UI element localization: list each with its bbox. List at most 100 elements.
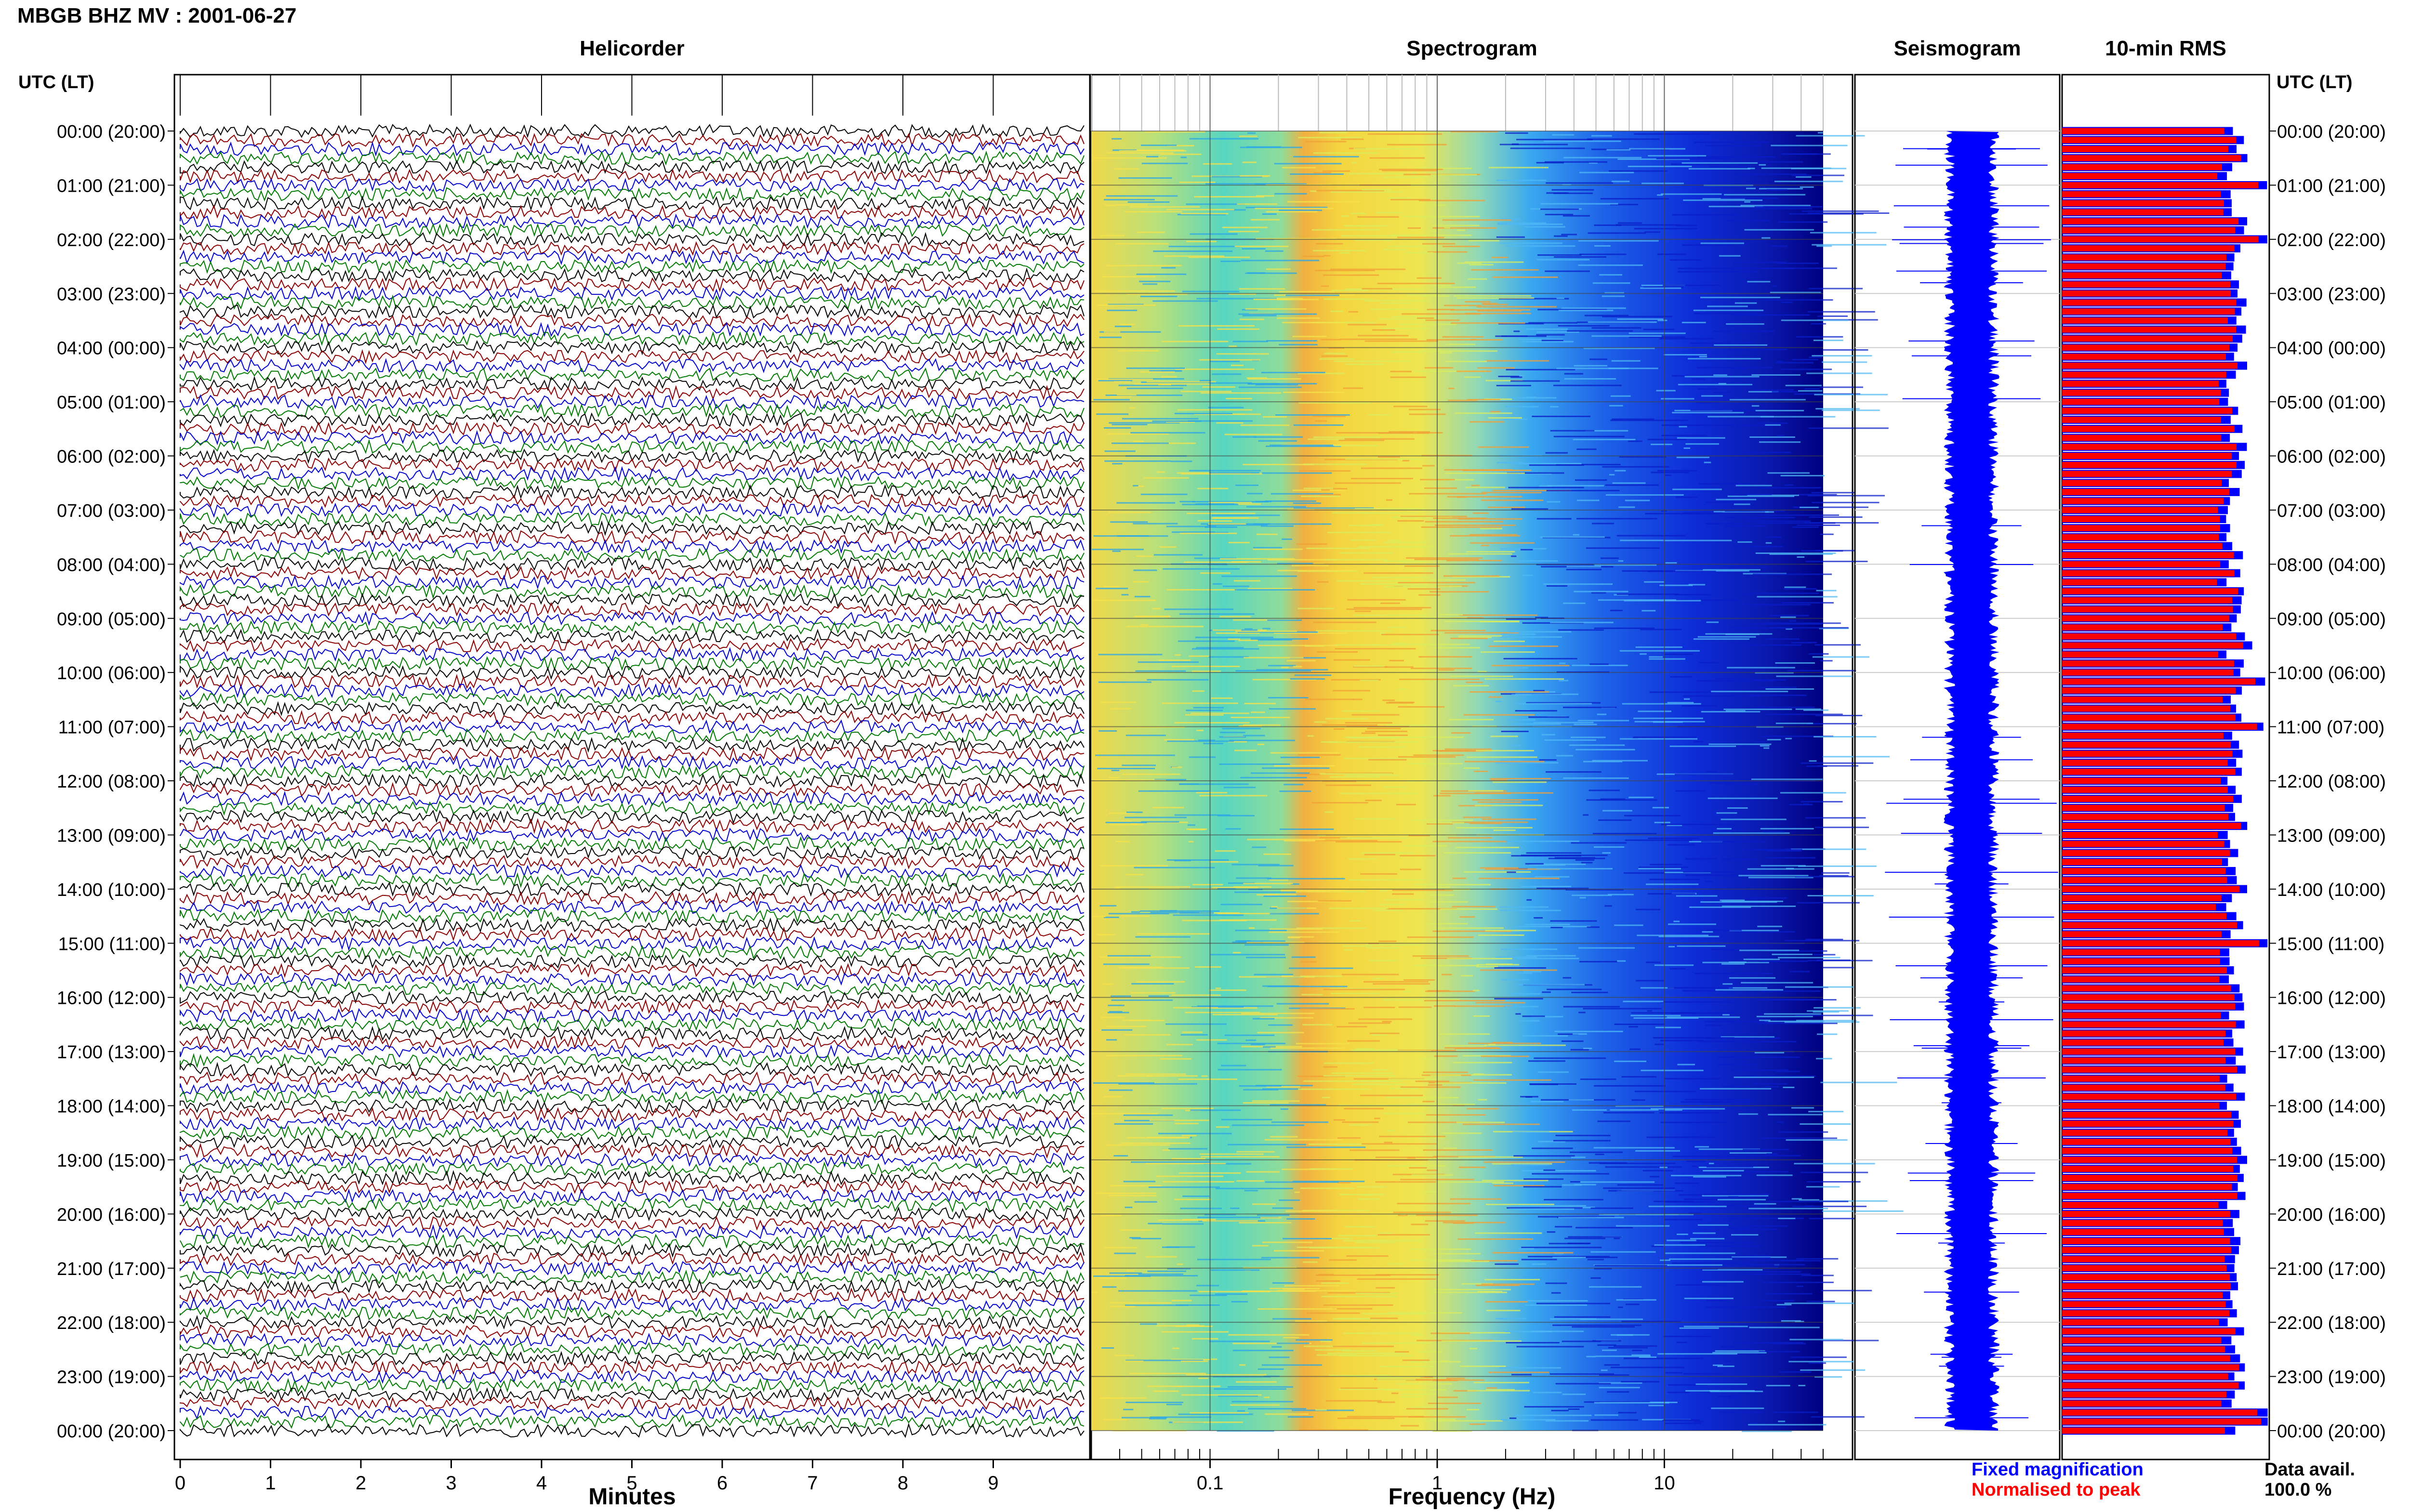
helicorder-trace <box>180 746 1085 762</box>
time-label-right: 07:00 (03:00) <box>2277 501 2386 521</box>
spectrogram-streak <box>1423 1149 1493 1151</box>
spectrogram-streak <box>1629 1048 1641 1050</box>
spectrogram-streak <box>1537 1216 1615 1218</box>
spectrogram-streak <box>1322 724 1377 726</box>
spectrogram-streak <box>1622 703 1701 705</box>
spectrogram-streak <box>1343 949 1353 951</box>
spectrogram-streak <box>1771 245 1787 247</box>
spectrogram-streak <box>1526 899 1532 901</box>
spectrogram-streak <box>1411 668 1472 670</box>
spectrogram-streak <box>1735 485 1772 486</box>
spectrogram-streak <box>1357 216 1399 218</box>
spectrogram-streak <box>1796 1258 1839 1260</box>
spectrogram-streak <box>1594 1264 1668 1266</box>
spectrogram-streak <box>1270 1047 1345 1049</box>
spectrogram-streak <box>1522 341 1574 342</box>
spectrogram-streak <box>1174 1198 1211 1200</box>
spectrogram-streak <box>1120 323 1135 325</box>
spectrogram-streak <box>1638 868 1681 869</box>
spectrogram-streak <box>1389 431 1430 433</box>
spectrogram-streak <box>1475 1002 1525 1004</box>
spectrogram-streak <box>1635 646 1682 648</box>
spectrogram-streak <box>1679 426 1687 428</box>
spectrogram-streak <box>1113 381 1131 383</box>
spectrogram-streak <box>1611 360 1641 362</box>
rms-bar-normalised <box>2062 1373 2228 1380</box>
spectrogram-streak <box>1216 1126 1230 1128</box>
helicorder-trace <box>180 1261 1085 1276</box>
helicorder-trace <box>180 692 1085 708</box>
helicorder-trace <box>180 1125 1085 1140</box>
spectrogram-streak <box>1368 414 1390 416</box>
helicorder-trace <box>180 213 1085 229</box>
spectrogram-streak <box>1415 1080 1450 1082</box>
spectrogram-streak <box>1275 414 1350 416</box>
helicorder-trace <box>180 800 1085 816</box>
spectrogram-streak <box>1210 954 1285 956</box>
rms-bar-normalised <box>2062 705 2230 712</box>
spectrogram-streak <box>1178 325 1255 327</box>
spectrogram-streak <box>1729 1217 1804 1219</box>
helicorder-trace <box>180 1053 1085 1068</box>
spectrogram-streak <box>1697 636 1756 638</box>
spectrogram-streak <box>1447 496 1522 498</box>
spectrogram-streak <box>1390 370 1412 372</box>
spectrogram-streak <box>1755 552 1836 554</box>
spectrogram-streak <box>1788 1361 1854 1363</box>
rms-bar-normalised <box>2062 642 2243 649</box>
spectrogram-streak <box>1480 528 1503 530</box>
spectrogram-streak <box>1543 1169 1555 1171</box>
spectrogram-streak <box>1322 1097 1330 1098</box>
helicorder-trace <box>180 520 1085 537</box>
spectrogram-streak <box>1758 422 1788 424</box>
spectrogram-streak <box>1426 1114 1485 1116</box>
spectrogram-streak <box>1448 553 1512 555</box>
spectrogram-streak <box>1265 1181 1339 1183</box>
spectrogram-streak <box>1432 224 1480 226</box>
spectrogram-streak <box>1456 827 1533 828</box>
spectrogram-streak <box>1491 257 1508 258</box>
spectrogram-streak <box>1467 399 1500 401</box>
spectrogram-streak <box>1099 956 1181 958</box>
spectrogram-streak <box>1329 1375 1391 1377</box>
spectrogram-streak <box>1269 708 1316 710</box>
spectrogram-streak <box>1466 551 1515 552</box>
spectrogram-streak <box>1377 283 1455 284</box>
spectrogram-streak <box>1372 1069 1389 1071</box>
spectrogram-streak <box>1734 1077 1814 1078</box>
spectrogram-streak <box>1770 627 1849 629</box>
spectrogram-streak <box>1420 295 1450 297</box>
spectrogram-streak <box>1432 204 1446 206</box>
spectrogram-streak <box>1602 810 1632 812</box>
spectrogram-streak <box>1438 669 1455 671</box>
spectrogram-streak <box>1536 518 1572 520</box>
spectrogram-streak <box>1244 944 1289 946</box>
spectrogram-streak <box>1796 135 1865 137</box>
spectrogram-streak <box>1221 575 1297 577</box>
spectrogram-streak <box>1725 517 1795 518</box>
spectrogram-streak <box>1367 727 1401 729</box>
spectrogram-streak <box>1197 520 1215 522</box>
spectrogram-streak <box>1225 828 1241 830</box>
spectrogram-streak <box>1525 1304 1588 1306</box>
spectrogram-streak <box>1544 1199 1603 1201</box>
spectrogram-streak <box>1602 852 1611 854</box>
spectrogram-streak <box>1358 335 1409 337</box>
spectrogram-streak <box>1274 1250 1324 1252</box>
spectrogram-streak <box>1700 242 1744 244</box>
spectrogram-streak <box>1533 690 1545 692</box>
spectrogram-streak <box>1676 224 1697 226</box>
spectrogram-streak <box>1430 1075 1461 1077</box>
spectrogram-streak <box>1235 930 1287 932</box>
spectrogram-streak <box>1634 133 1710 135</box>
spectrogram-streak <box>1110 521 1148 523</box>
rms-bar-normalised <box>2062 561 2221 567</box>
spectrogram-streak <box>1617 318 1664 320</box>
rms-bar-normalised <box>2062 615 2229 622</box>
spectrogram-streak <box>1107 955 1151 957</box>
spectrogram-streak <box>1133 581 1149 583</box>
spectrogram-streak <box>1450 675 1513 677</box>
spectrogram-streak <box>1332 1318 1382 1320</box>
spectrogram-streak <box>1820 660 1833 662</box>
spectrogram-streak <box>1562 977 1572 979</box>
